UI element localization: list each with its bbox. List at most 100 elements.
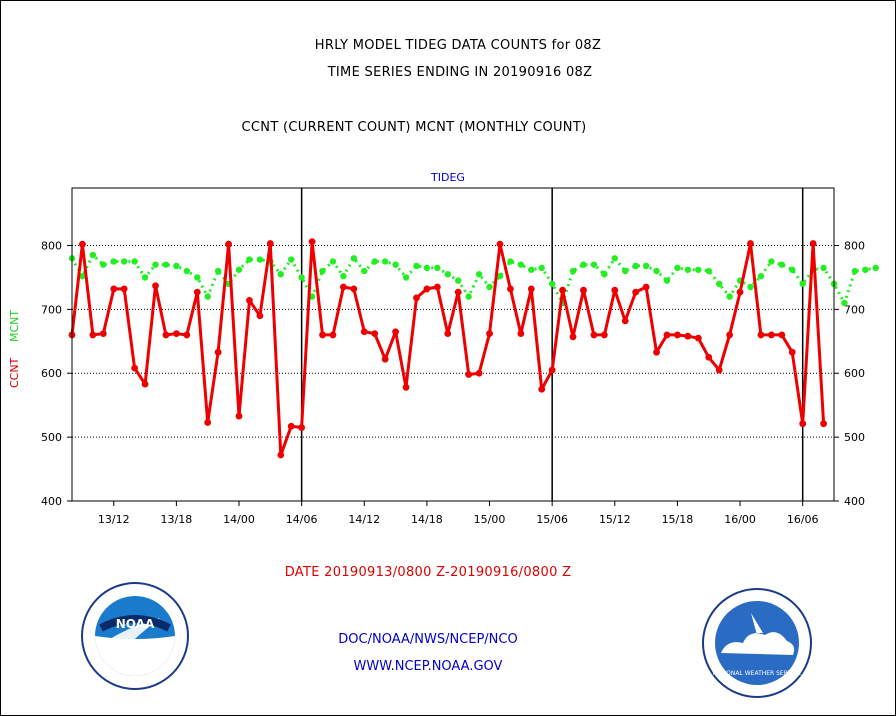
data-point <box>246 297 253 304</box>
data-point <box>350 285 358 293</box>
y-tick-label-left: 400 <box>41 495 62 508</box>
data-point <box>580 261 587 268</box>
data-point <box>266 240 274 247</box>
data-point <box>152 282 159 290</box>
noaa-logo: NOAA <box>81 582 189 690</box>
x-axis-ticks: 13/12 13/18 14/00 14/06 14/12 14/18 15/00 15/06… <box>98 501 819 526</box>
data-point <box>120 285 128 293</box>
data-point <box>486 330 493 338</box>
data-point <box>465 293 472 300</box>
x-tick-label: 14/18 <box>411 513 443 526</box>
data-point <box>110 285 118 293</box>
data-point <box>611 255 618 262</box>
data-point <box>413 294 420 302</box>
data-point <box>590 331 598 339</box>
data-point <box>674 331 681 339</box>
data-point <box>214 348 222 356</box>
data-point <box>298 424 306 431</box>
data-point <box>183 331 191 339</box>
data-point <box>642 262 650 270</box>
data-point <box>392 261 399 268</box>
y-axis-ticks: 400 400 500 500 600 600 700 700 800 800 <box>41 239 865 508</box>
footer-url[interactable]: WWW.NCEP.NOAA.GOV <box>353 659 503 674</box>
data-point <box>454 288 462 296</box>
data-point <box>235 266 243 273</box>
data-point <box>548 280 556 288</box>
data-point <box>402 274 410 281</box>
y-tick-label-right: 800 <box>844 239 865 252</box>
data-point <box>695 266 702 273</box>
data-point <box>193 288 201 296</box>
data-point <box>120 258 128 265</box>
data-point <box>684 332 692 340</box>
data-point <box>851 267 859 275</box>
data-point <box>736 288 744 296</box>
data-point <box>809 240 817 247</box>
data-point <box>486 283 493 291</box>
data-point <box>548 366 556 374</box>
data-point <box>277 451 285 459</box>
footer-org: DOC/NOAA/NWS/NCEP/NCO <box>338 632 518 647</box>
data-point <box>339 283 347 291</box>
x-tick-label: 15/00 <box>474 513 506 526</box>
chart-subtitle: TIME SERIES ENDING IN 20190916 08Z <box>327 65 593 80</box>
data-point <box>204 293 211 300</box>
x-tick-label: 15/18 <box>662 513 694 526</box>
series-legend-text: CCNT (CURRENT COUNT) MCNT (MONTHLY COUNT… <box>241 120 587 135</box>
data-point <box>757 272 765 280</box>
data-point <box>820 420 827 428</box>
data-point <box>392 328 399 336</box>
x-tick-label: 16/00 <box>724 513 756 526</box>
data-point <box>726 331 734 339</box>
data-point <box>799 280 806 288</box>
data-point <box>569 333 577 341</box>
data-point <box>361 267 368 275</box>
data-point <box>287 422 295 430</box>
data-point <box>621 317 629 325</box>
data-point <box>131 364 139 372</box>
data-point <box>569 267 577 275</box>
data-point <box>496 272 504 280</box>
data-point <box>381 355 389 363</box>
data-point <box>590 261 598 268</box>
data-point <box>298 274 305 281</box>
data-point <box>371 258 378 265</box>
data-point <box>601 271 608 278</box>
data-point <box>204 419 212 426</box>
data-point <box>423 285 431 293</box>
data-point <box>600 331 608 339</box>
data-point <box>778 261 786 268</box>
data-point <box>517 261 525 268</box>
data-point <box>872 264 879 272</box>
y-tick-label-right: 500 <box>844 431 865 444</box>
data-point <box>653 267 660 275</box>
data-point <box>172 330 180 338</box>
data-point <box>256 256 264 263</box>
data-point <box>100 261 107 268</box>
data-point <box>371 330 379 338</box>
x-tick-label: 14/06 <box>286 513 318 526</box>
data-point <box>528 266 535 273</box>
data-point <box>757 331 765 339</box>
grid-lines <box>72 244 834 438</box>
data-point <box>329 258 337 265</box>
data-point <box>768 258 775 265</box>
data-point <box>538 385 546 393</box>
data-point <box>110 258 117 265</box>
data-point <box>162 331 170 339</box>
data-point <box>694 334 702 342</box>
data-point <box>747 283 754 291</box>
data-point <box>99 330 107 338</box>
data-point <box>684 266 692 273</box>
data-point <box>611 286 619 294</box>
data-point <box>131 258 138 265</box>
data-point <box>162 261 170 268</box>
data-point <box>183 267 191 275</box>
data-point <box>277 271 284 278</box>
data-point <box>705 353 713 361</box>
x-tick-label: 15/12 <box>599 513 631 526</box>
nws-logo-text: NATIONAL WEATHER SERVICE <box>713 670 802 677</box>
data-point <box>444 330 452 338</box>
data-point <box>89 251 97 259</box>
data-point <box>820 264 827 272</box>
